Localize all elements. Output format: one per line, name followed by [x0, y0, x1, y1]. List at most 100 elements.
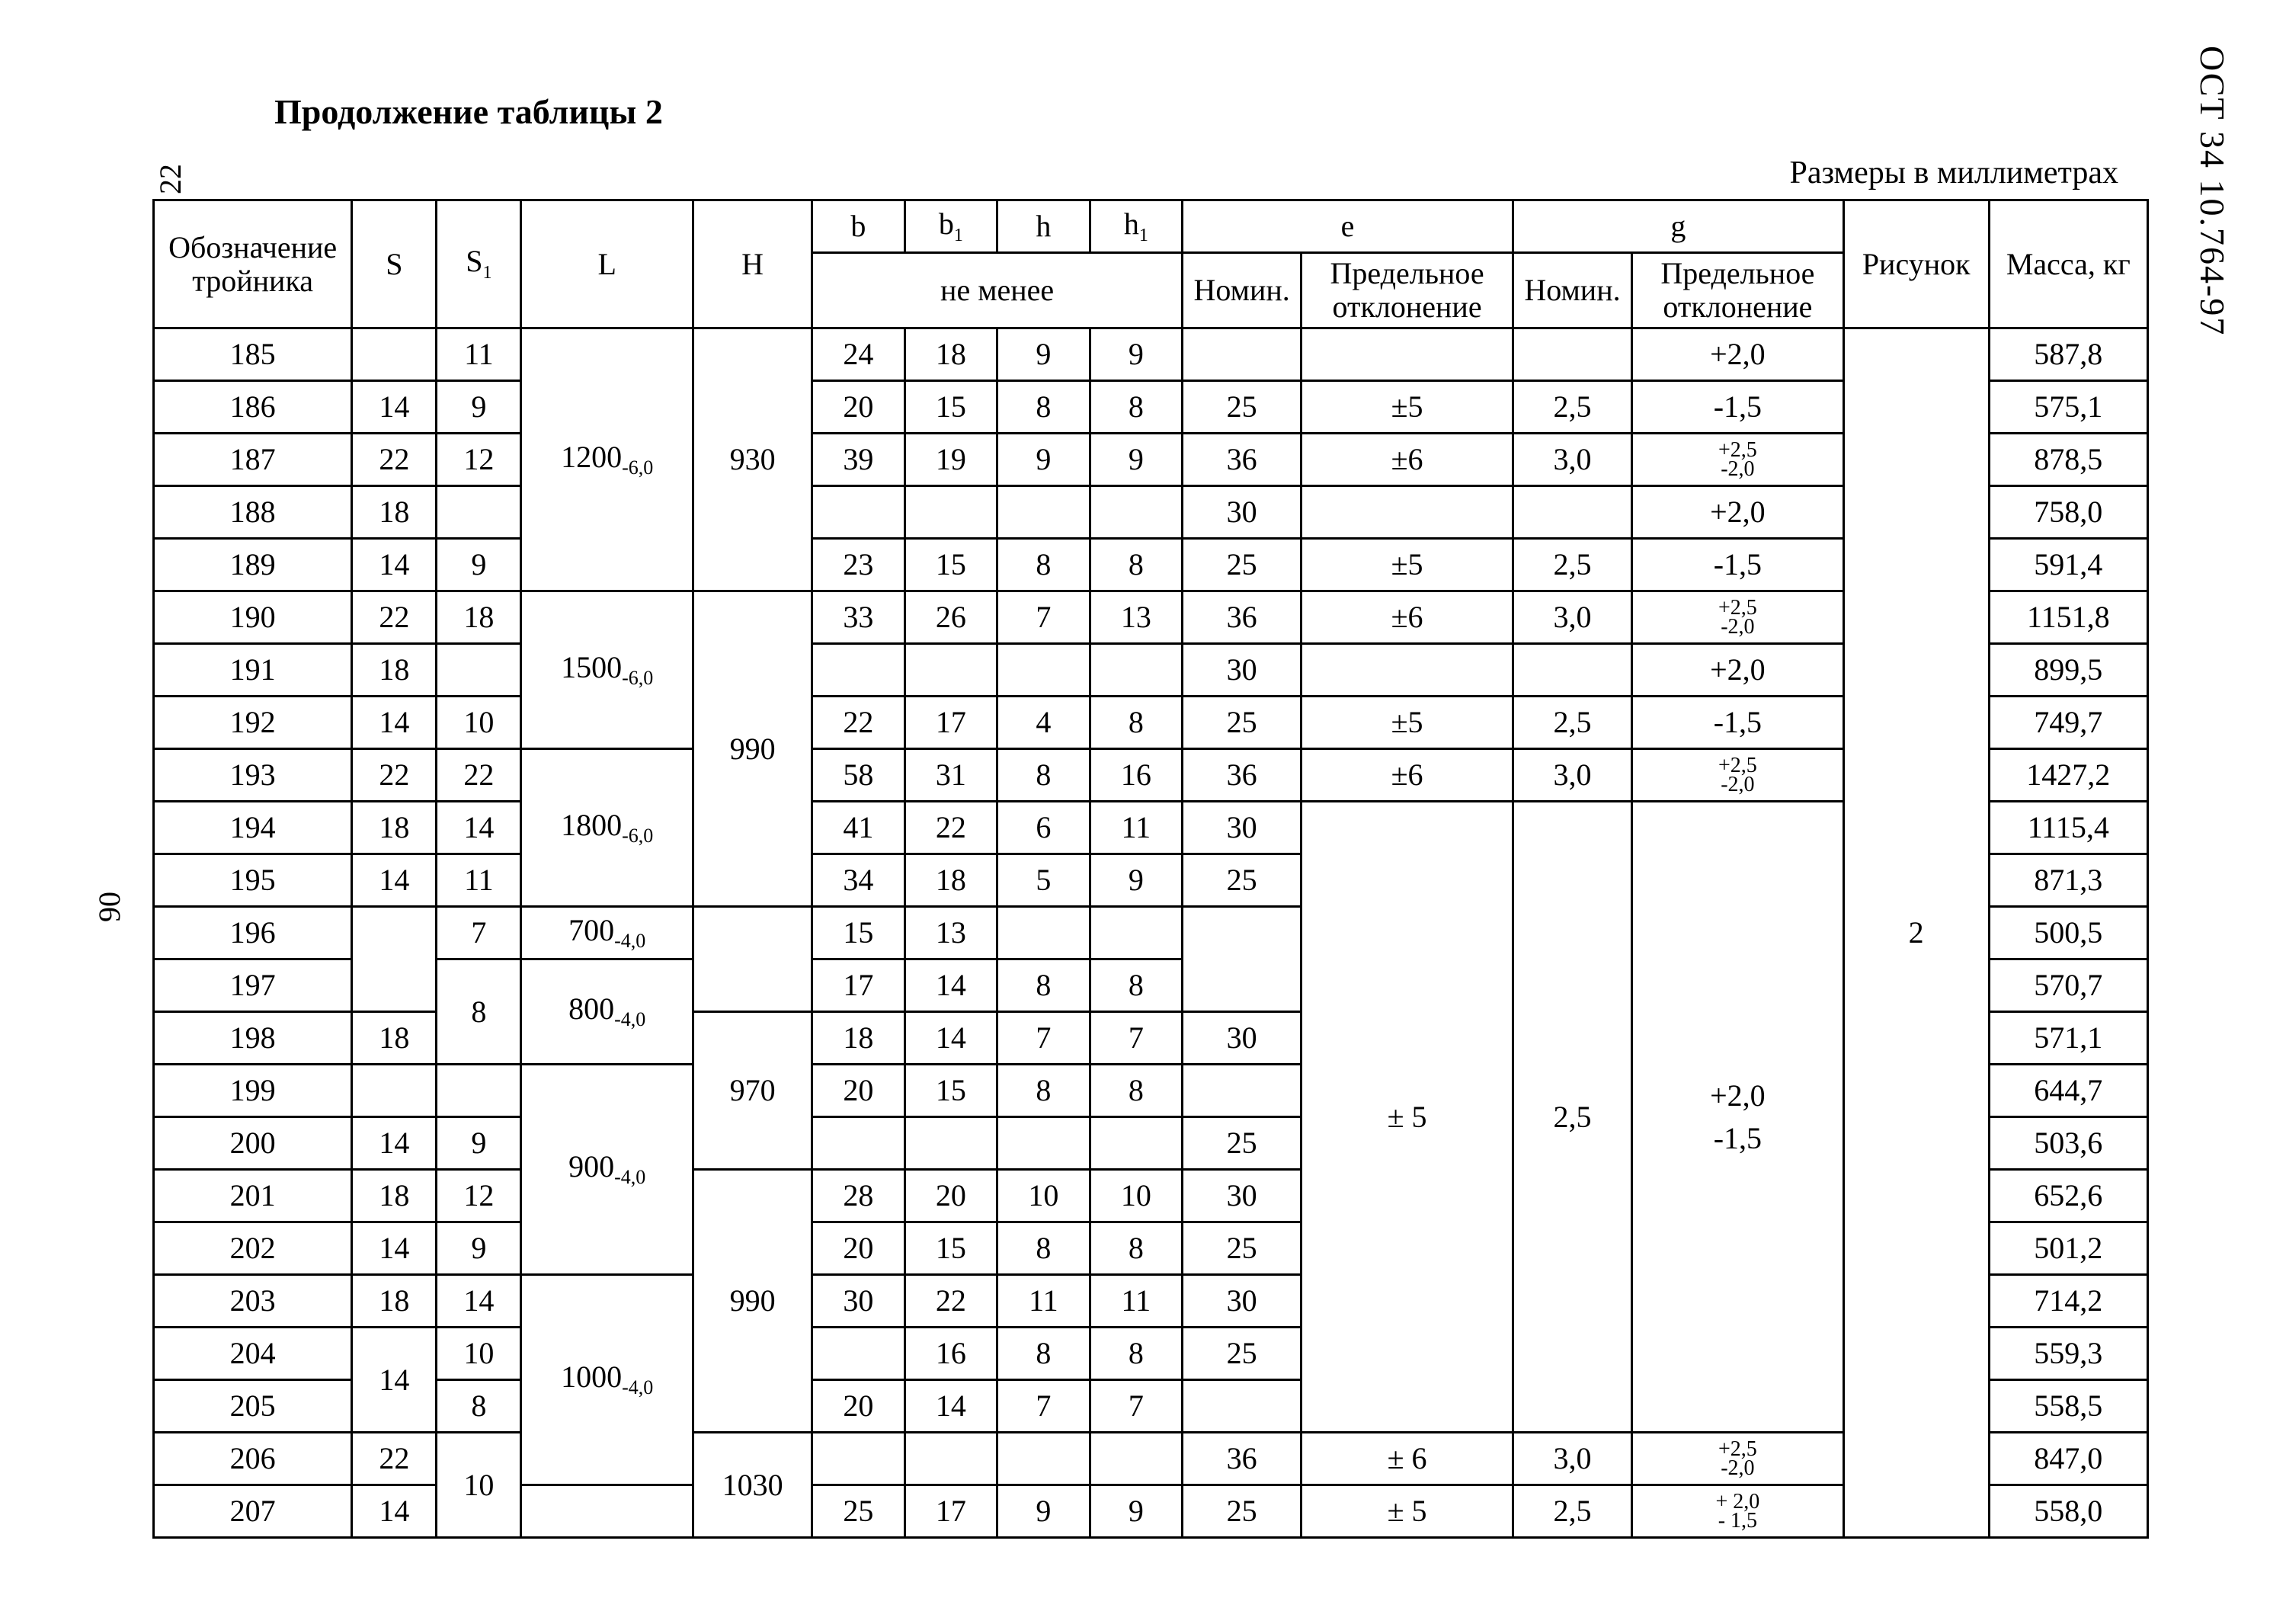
- cell-h1: 11: [1090, 1275, 1182, 1328]
- th-e: e: [1183, 200, 1513, 253]
- cell-b1: 14: [904, 1380, 997, 1433]
- cell-designation: 190: [154, 591, 352, 644]
- cell-h-cap: 970: [693, 1012, 812, 1170]
- cell-s1: 10: [437, 1328, 521, 1380]
- cell-g-dev: +2,0: [1632, 328, 1844, 381]
- cell-g-dev: +2,5-2,0: [1632, 749, 1844, 802]
- cell-e-dev: [1301, 328, 1513, 381]
- cell-mass: 558,5: [1989, 1380, 2147, 1433]
- cell-designation: 191: [154, 644, 352, 697]
- cell-h: 9: [997, 434, 1090, 486]
- cell-b1: 22: [904, 802, 997, 854]
- cell-g-nom: 2,5: [1513, 539, 1631, 591]
- cell-b: 20: [812, 1380, 904, 1433]
- cell-b: 18: [812, 1012, 904, 1065]
- cell-h: [997, 907, 1090, 959]
- th-g: g: [1513, 200, 1843, 253]
- cell-e-dev: ±5: [1301, 539, 1513, 591]
- cell-h: 8: [997, 959, 1090, 1012]
- cell-s: 14: [352, 697, 437, 749]
- cell-e-nom: 25: [1183, 1485, 1301, 1538]
- th-s: S: [352, 200, 437, 328]
- cell-e-nom: 30: [1183, 1275, 1301, 1328]
- table-row: 185 11 1200-6,0 930 24 18 9 9 +2,0 2 587…: [154, 328, 2148, 381]
- table-caption: Продолжение таблицы 2: [274, 91, 2149, 132]
- cell-g-dev: + 2,0- 1,5: [1632, 1485, 1844, 1538]
- cell-h: [997, 1117, 1090, 1170]
- cell-b: 17: [812, 959, 904, 1012]
- th-h-cap: H: [693, 200, 812, 328]
- cell-designation: 202: [154, 1222, 352, 1275]
- cell-b1: 31: [904, 749, 997, 802]
- cell-designation: 203: [154, 1275, 352, 1328]
- cell-e-dev: [1301, 644, 1513, 697]
- cell-g-nom: 2,5: [1513, 1485, 1631, 1538]
- cell-b1: 15: [904, 539, 997, 591]
- cell-h: 8: [997, 539, 1090, 591]
- cell-b: 25: [812, 1485, 904, 1538]
- cell-h1: 8: [1090, 381, 1182, 434]
- cell-l: 1200-6,0: [521, 328, 693, 591]
- cell-e-nom: 36: [1183, 749, 1301, 802]
- cell-figure: 2: [1843, 328, 1989, 1538]
- cell-s: 22: [352, 749, 437, 802]
- cell-b: [812, 1433, 904, 1485]
- cell-mass: 871,3: [1989, 854, 2147, 907]
- cell-h: 7: [997, 591, 1090, 644]
- th-b: b: [812, 200, 904, 253]
- cell-e-nom: [1183, 907, 1301, 1012]
- cell-b: [812, 1117, 904, 1170]
- cell-l: 800-4,0: [521, 959, 693, 1065]
- cell-s1: 12: [437, 434, 521, 486]
- cell-l: 1800-6,0: [521, 749, 693, 907]
- th-mass: Масса, кг: [1989, 200, 2147, 328]
- cell-h1: 7: [1090, 1012, 1182, 1065]
- cell-g-dev: +2,5-2,0: [1632, 1433, 1844, 1485]
- cell-s1: [437, 486, 521, 539]
- cell-h: 7: [997, 1380, 1090, 1433]
- cell-s1: 14: [437, 1275, 521, 1328]
- th-e-nom: Номин.: [1183, 253, 1301, 328]
- cell-s: [352, 1065, 437, 1117]
- cell-e-dev: [1301, 486, 1513, 539]
- cell-h1: 8: [1090, 959, 1182, 1012]
- cell-s1: 8: [437, 1380, 521, 1433]
- cell-mass: 570,7: [1989, 959, 2147, 1012]
- cell-g-dev: +2,0 -1,5: [1632, 802, 1844, 1433]
- cell-s1: 9: [437, 381, 521, 434]
- cell-h: 8: [997, 1065, 1090, 1117]
- cell-b1: 22: [904, 1275, 997, 1328]
- th-s1-sub: 1: [483, 263, 492, 283]
- cell-designation: 188: [154, 486, 352, 539]
- cell-h1: 8: [1090, 539, 1182, 591]
- cell-mass: 847,0: [1989, 1433, 2147, 1485]
- th-b1-base: b: [939, 207, 954, 241]
- side-page-number-mid: 90: [91, 892, 127, 922]
- cell-h1: [1090, 644, 1182, 697]
- cell-designation: 194: [154, 802, 352, 854]
- cell-b1: 26: [904, 591, 997, 644]
- cell-e-nom: [1183, 1380, 1301, 1433]
- th-h: h: [997, 200, 1090, 253]
- cell-e-dev: ± 6: [1301, 1433, 1513, 1485]
- cell-s1: 18: [437, 591, 521, 644]
- cell-e-nom: 30: [1183, 1170, 1301, 1222]
- side-page-number-top: 22: [152, 164, 188, 194]
- cell-b: 39: [812, 434, 904, 486]
- cell-s1: 8: [437, 959, 521, 1065]
- cell-g-nom: 3,0: [1513, 1433, 1631, 1485]
- cell-h-cap: 990: [693, 591, 812, 907]
- cell-e-nom: 25: [1183, 381, 1301, 434]
- cell-l: 1000-4,0: [521, 1275, 693, 1485]
- table-body: 185 11 1200-6,0 930 24 18 9 9 +2,0 2 587…: [154, 328, 2148, 1538]
- cell-s1: 9: [437, 1222, 521, 1275]
- cell-h: [997, 644, 1090, 697]
- cell-g-nom: 2,5: [1513, 697, 1631, 749]
- cell-designation: 201: [154, 1170, 352, 1222]
- table-header: Обозначение тройника S S1 L H b b1 h h1 …: [154, 200, 2148, 328]
- cell-h: 10: [997, 1170, 1090, 1222]
- th-h1: h1: [1090, 200, 1182, 253]
- cell-b1: 15: [904, 381, 997, 434]
- cell-s: 14: [352, 381, 437, 434]
- cell-mass: 1151,8: [1989, 591, 2147, 644]
